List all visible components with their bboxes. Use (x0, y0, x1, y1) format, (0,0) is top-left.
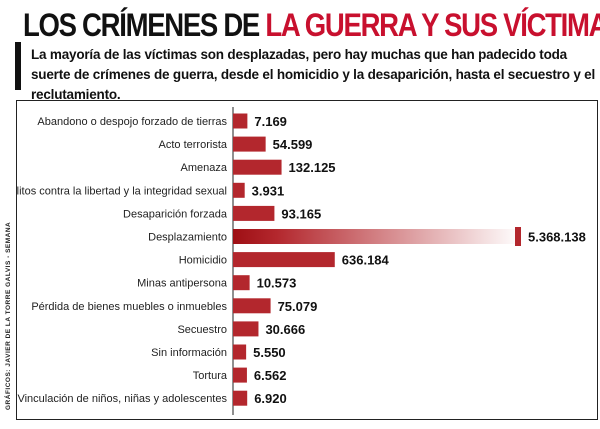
value-label: 75.079 (278, 299, 318, 314)
bar (233, 159, 282, 175)
value-label: 636.184 (342, 253, 390, 268)
bar (233, 182, 245, 198)
category-label: Sin información (151, 347, 227, 359)
bar (233, 367, 247, 383)
category-label: Desplazamiento (148, 232, 227, 244)
chart-frame: Abandono o despojo forzado de tierras 7.1… (16, 100, 598, 420)
subtitle-text: La mayoría de las víctimas son desplazad… (31, 47, 596, 102)
value-label: 3.931 (252, 183, 285, 198)
category-label: Abandono o despojo forzado de tierras (37, 116, 227, 128)
value-label: 30.666 (265, 322, 305, 337)
value-label: 7.169 (254, 114, 287, 129)
bar (233, 205, 275, 221)
category-label: Minas antipersona (137, 278, 228, 290)
value-label: 132.125 (289, 160, 336, 175)
value-label: 54.599 (273, 137, 313, 152)
category-label: Pérdida de bienes muebles o inmuebles (31, 301, 227, 313)
bar (233, 344, 247, 360)
bar (233, 390, 248, 406)
bar (233, 321, 259, 337)
chart-title: LOS CRÍMENES DE LA GUERRA Y SUS VÍCTIMAS (23, 6, 600, 44)
value-label: 10.573 (257, 276, 297, 291)
title-part-black: LOS CRÍMENES DE (23, 7, 266, 43)
chart-subtitle: La mayoría de las víctimas son desplazad… (15, 42, 600, 102)
value-label: 5.368.138 (528, 230, 586, 245)
bar (233, 252, 335, 268)
category-label: Secuestro (177, 324, 227, 336)
value-label: 93.165 (281, 206, 321, 221)
bar-end-cap (515, 227, 521, 246)
bar-chart: Abandono o despojo forzado de tierras 7.1… (17, 107, 586, 415)
bar (233, 229, 521, 244)
category-label: Delitos contra la libertad y la integrid… (17, 185, 227, 197)
value-label: 6.920 (254, 391, 287, 406)
bar (233, 275, 250, 291)
credit-line: GRÁFICOS: JAVIER DE LA TORRE GALVIS - SE… (5, 221, 12, 410)
category-label: Acto terrorista (159, 139, 228, 151)
category-label: Tortura (193, 370, 228, 382)
title-part-red: LA GUERRA Y SUS VÍCTIMAS (265, 7, 600, 43)
category-label: Homicidio (179, 255, 227, 267)
bar (233, 136, 266, 152)
bar (233, 113, 248, 129)
value-label: 5.550 (253, 345, 286, 360)
bar (233, 298, 271, 314)
category-label: Desaparición forzada (123, 208, 228, 220)
value-label: 6.562 (254, 368, 287, 383)
category-label: Vinculación de niños, niñas y adolescent… (17, 393, 227, 405)
category-label: Amenaza (181, 162, 228, 174)
